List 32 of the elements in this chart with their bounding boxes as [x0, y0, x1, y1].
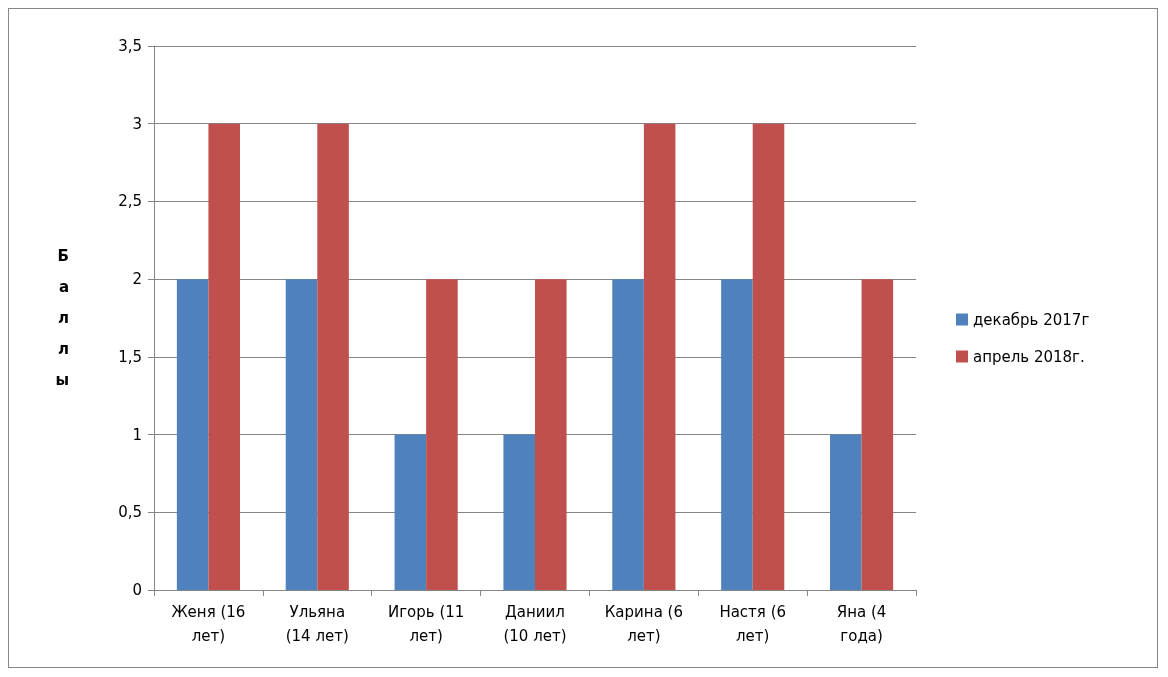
bar — [426, 279, 458, 590]
bar — [643, 123, 676, 590]
bar — [208, 123, 240, 590]
x-tick-label: Настя (6 лет) — [719, 603, 787, 645]
bar — [176, 279, 209, 590]
bar — [721, 279, 753, 590]
bar — [830, 434, 862, 590]
bar — [612, 279, 644, 590]
bar — [861, 279, 894, 590]
x-tick-label: Яна (4 года) — [836, 603, 887, 645]
legend-label: декабрь 2017г — [973, 310, 1090, 329]
x-tick-label: Карина (6 лет) — [604, 603, 683, 645]
bar — [394, 434, 427, 590]
y-tick-label: 2 — [132, 270, 142, 289]
y-tick-label: 0,5 — [118, 503, 142, 522]
bar — [752, 123, 785, 590]
y-tick-label: 2,5 — [118, 192, 142, 211]
y-tick-label: 3 — [132, 114, 142, 133]
x-tick-label: Женя (16 лет) — [171, 603, 246, 645]
bar — [535, 279, 567, 590]
x-tick-label: Ульяна (14 лет) — [285, 603, 349, 645]
bar — [317, 123, 349, 590]
legend-label: апрель 2018г. — [973, 347, 1085, 366]
y-axis-title: Баллы — [55, 247, 69, 389]
bar — [285, 279, 318, 590]
y-tick-label: 1,5 — [118, 347, 142, 366]
x-tick-label: Игорь (11 лет) — [387, 603, 465, 645]
bar — [503, 434, 535, 590]
y-tick-label: 3,5 — [118, 37, 142, 55]
x-tick-label: Даниил (10 лет) — [503, 603, 567, 645]
y-tick-label: 0 — [132, 581, 142, 599]
y-tick-label: 1 — [132, 425, 142, 444]
